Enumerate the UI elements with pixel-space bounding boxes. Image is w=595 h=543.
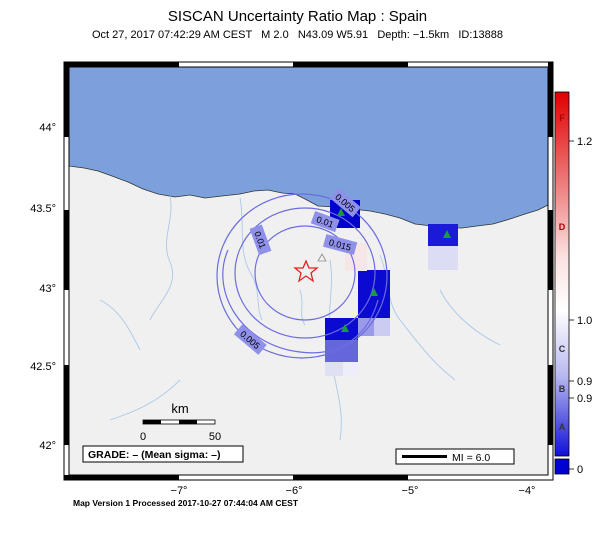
colorbar-value: 1.2 bbox=[577, 136, 592, 148]
lon-tick-labels: −7° −6° −5° −4° bbox=[171, 485, 536, 497]
colorbar-letter: F bbox=[559, 113, 565, 123]
station-triangle bbox=[337, 208, 345, 216]
colorbar-letter: B bbox=[559, 384, 566, 394]
lat-tick: 44° bbox=[39, 122, 56, 134]
colorbar-value: 0 bbox=[577, 464, 583, 476]
map-subtitle: Oct 27, 2017 07:42:29 AM CEST M 2.0 N43.… bbox=[92, 29, 503, 41]
lat-tick: 42° bbox=[39, 440, 56, 452]
scale-unit: km bbox=[171, 401, 188, 416]
station-triangle bbox=[443, 230, 451, 238]
station-markers bbox=[337, 208, 451, 332]
colorbar-value: 0.9 bbox=[577, 393, 592, 405]
lat-tick: 42.5° bbox=[30, 361, 56, 373]
processed-footer: Map Version 1 Processed 2017‐10‐27 07:44… bbox=[73, 498, 299, 508]
lat-tick: 43° bbox=[39, 283, 56, 295]
colorbar-value: 1.0 bbox=[577, 315, 592, 327]
station-triangle bbox=[341, 324, 349, 332]
lon-tick: −4° bbox=[519, 485, 536, 497]
lon-tick: −6° bbox=[286, 485, 303, 497]
grade-text: GRADE: – (Mean sigma: –) bbox=[88, 449, 220, 461]
lat-tick: 43.5° bbox=[30, 203, 56, 215]
lon-tick: −5° bbox=[402, 485, 419, 497]
mi-box: MI = 6.0 bbox=[395, 448, 515, 465]
epicenter-star bbox=[293, 259, 319, 283]
map-canvas: 0.01 0.005 0.01 0.015 0.005 bbox=[69, 67, 548, 475]
sea-area bbox=[69, 67, 548, 229]
scale-start: 0 bbox=[140, 431, 146, 443]
colorbar-value: 0.9 bbox=[577, 376, 592, 388]
colorbar-letter: A bbox=[559, 422, 566, 432]
scale-bar: km 0 50 bbox=[140, 401, 221, 443]
map-title: SISCAN Uncertainty Ratio Map : Spain bbox=[167, 8, 428, 25]
lon-tick: −7° bbox=[171, 485, 188, 497]
colorbar: F D C B A 1.2 1.0 0.9 0.9 0 bbox=[554, 91, 592, 476]
station-triangle-hollow bbox=[317, 253, 327, 262]
mi-text: MI = 6.0 bbox=[452, 452, 490, 464]
grade-box: GRADE: – (Mean sigma: –) bbox=[82, 445, 244, 463]
station-triangle bbox=[370, 288, 378, 296]
contours bbox=[216, 193, 388, 359]
contour-labels: 0.01 0.005 0.01 0.015 0.005 bbox=[233, 187, 361, 355]
scale-end: 50 bbox=[209, 431, 221, 443]
colorbar-letter: D bbox=[559, 222, 566, 232]
map-frame bbox=[63, 61, 554, 481]
lat-tick-labels: 44° 43.5° 43° 42.5° 42° bbox=[30, 122, 56, 452]
colorbar-letter: C bbox=[559, 344, 566, 354]
